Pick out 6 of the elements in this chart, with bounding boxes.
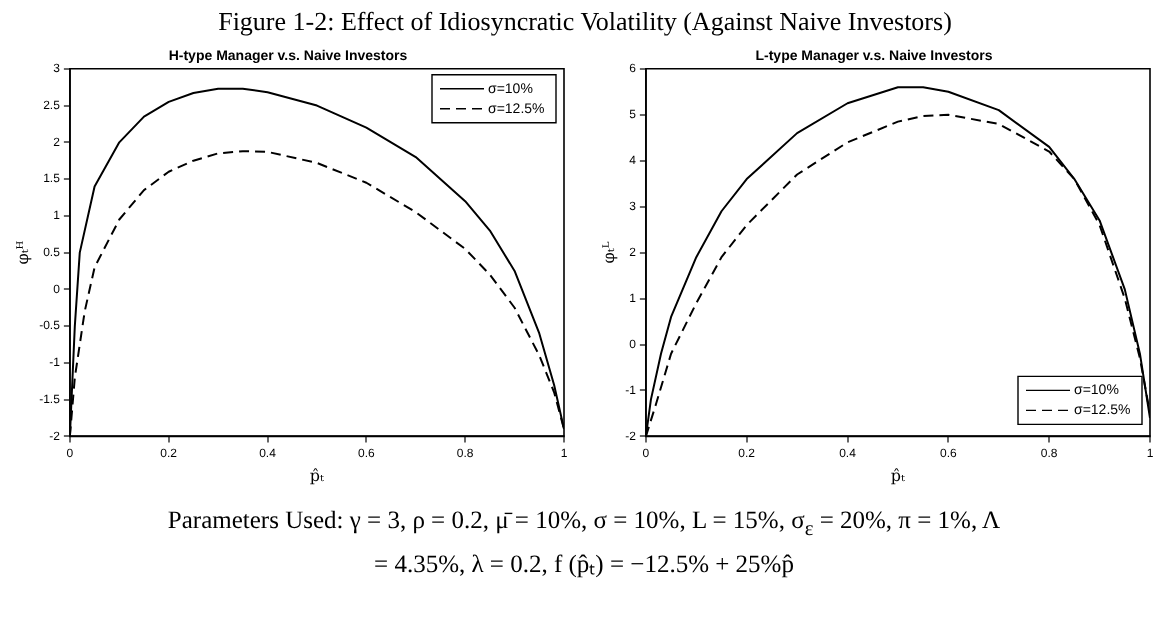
caption: Figure 1-2: Effect of Idiosyncratic Volatility (Against Naive Investors)	[216, 6, 954, 38]
x-axis-title: p̂ₜ	[309, 466, 325, 485]
y-axis-title: φₜᴸ	[599, 240, 618, 264]
text: Parameters Used: γ = 3, ρ = 0.2, μ̄ = 10%, σ = 10%, L = 15%, σ$_{ε}$ = 20%, π = 1%, Λ = 4.35%, λ = 0.2, f (p̂ₜ) = −12.5% + 25%p̂	[165, 504, 1003, 581]
y-axis-title: φₜᴴ	[13, 239, 32, 265]
x-axis-title: p̂ₜ	[890, 466, 906, 485]
